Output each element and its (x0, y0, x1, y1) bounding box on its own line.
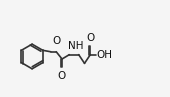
Text: O: O (57, 71, 65, 81)
Text: OH: OH (97, 50, 113, 60)
Text: NH: NH (68, 41, 83, 51)
Text: O: O (52, 36, 60, 46)
Text: O: O (86, 33, 94, 43)
